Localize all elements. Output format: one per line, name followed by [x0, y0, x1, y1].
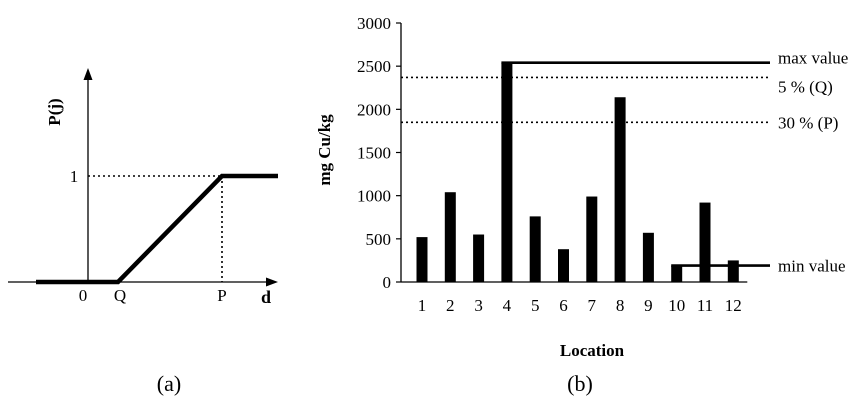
panel-b-caption: (b) [567, 371, 593, 396]
x-tick-label: 2 [446, 296, 455, 315]
bar [529, 216, 541, 282]
max-value-label: max value [778, 49, 848, 68]
panel-a-ylabel: P(j) [45, 98, 64, 125]
y-tick-label: 1000 [357, 187, 391, 206]
bar [586, 196, 598, 282]
panel-a-x-axis-arrow [266, 277, 278, 287]
panel-a-ytick-1: 1 [70, 167, 79, 186]
y-tick-label: 2000 [357, 100, 391, 119]
panel-b-bars [416, 62, 739, 282]
x-tick-label: 4 [503, 296, 512, 315]
x-tick-label: 5 [531, 296, 540, 315]
panel-a-xtick-p: P [217, 286, 226, 305]
bar [727, 260, 739, 282]
y-tick-label: 500 [366, 230, 392, 249]
panel-a-xtick-0: 0 [79, 286, 88, 305]
bar [416, 237, 428, 282]
five-percent-q-label: 5 % (Q) [778, 77, 833, 96]
min-value-label: min value [778, 257, 846, 276]
x-tick-label: 11 [697, 296, 713, 315]
x-tick-label: 6 [559, 296, 568, 315]
x-tick-label: 12 [725, 296, 742, 315]
panel-b-ylabel: mg Cu/kg [315, 114, 334, 186]
x-tick-label: 3 [474, 296, 483, 315]
bar [444, 192, 456, 282]
panel-b-reference-lines: max value 5 % (Q) 30 % (P) min value [401, 49, 848, 276]
panel-a-caption: (a) [157, 371, 181, 396]
bar [558, 249, 569, 282]
x-tick-label: 1 [418, 296, 427, 315]
bar [642, 232, 654, 282]
bar [501, 62, 513, 282]
panel-a-y-axis-arrow [83, 68, 93, 80]
bar [473, 234, 485, 282]
y-tick-label: 2500 [357, 57, 391, 76]
y-tick-label: 0 [383, 273, 392, 292]
x-tick-label: 9 [644, 296, 653, 315]
panel-a-chart: P(j) 1 0 Q P d (a) [8, 68, 278, 396]
x-tick-label: 7 [588, 296, 597, 315]
panel-a-membership-line [36, 173, 278, 285]
panel-a-xtick-q: Q [114, 286, 126, 305]
bar [671, 265, 683, 282]
bar [699, 202, 711, 282]
panel-b-xlabel: Location [560, 341, 625, 360]
panel-b-labels: mg Cu/kg Location [315, 114, 625, 360]
panel-a-xlabel: d [261, 287, 271, 307]
y-tick-label: 3000 [357, 14, 391, 33]
y-tick-label: 1500 [357, 144, 391, 163]
x-tick-label: 10 [668, 296, 685, 315]
thirty-percent-p-label: 30 % (P) [778, 113, 838, 132]
x-tick-label: 8 [616, 296, 625, 315]
bar [614, 97, 626, 282]
